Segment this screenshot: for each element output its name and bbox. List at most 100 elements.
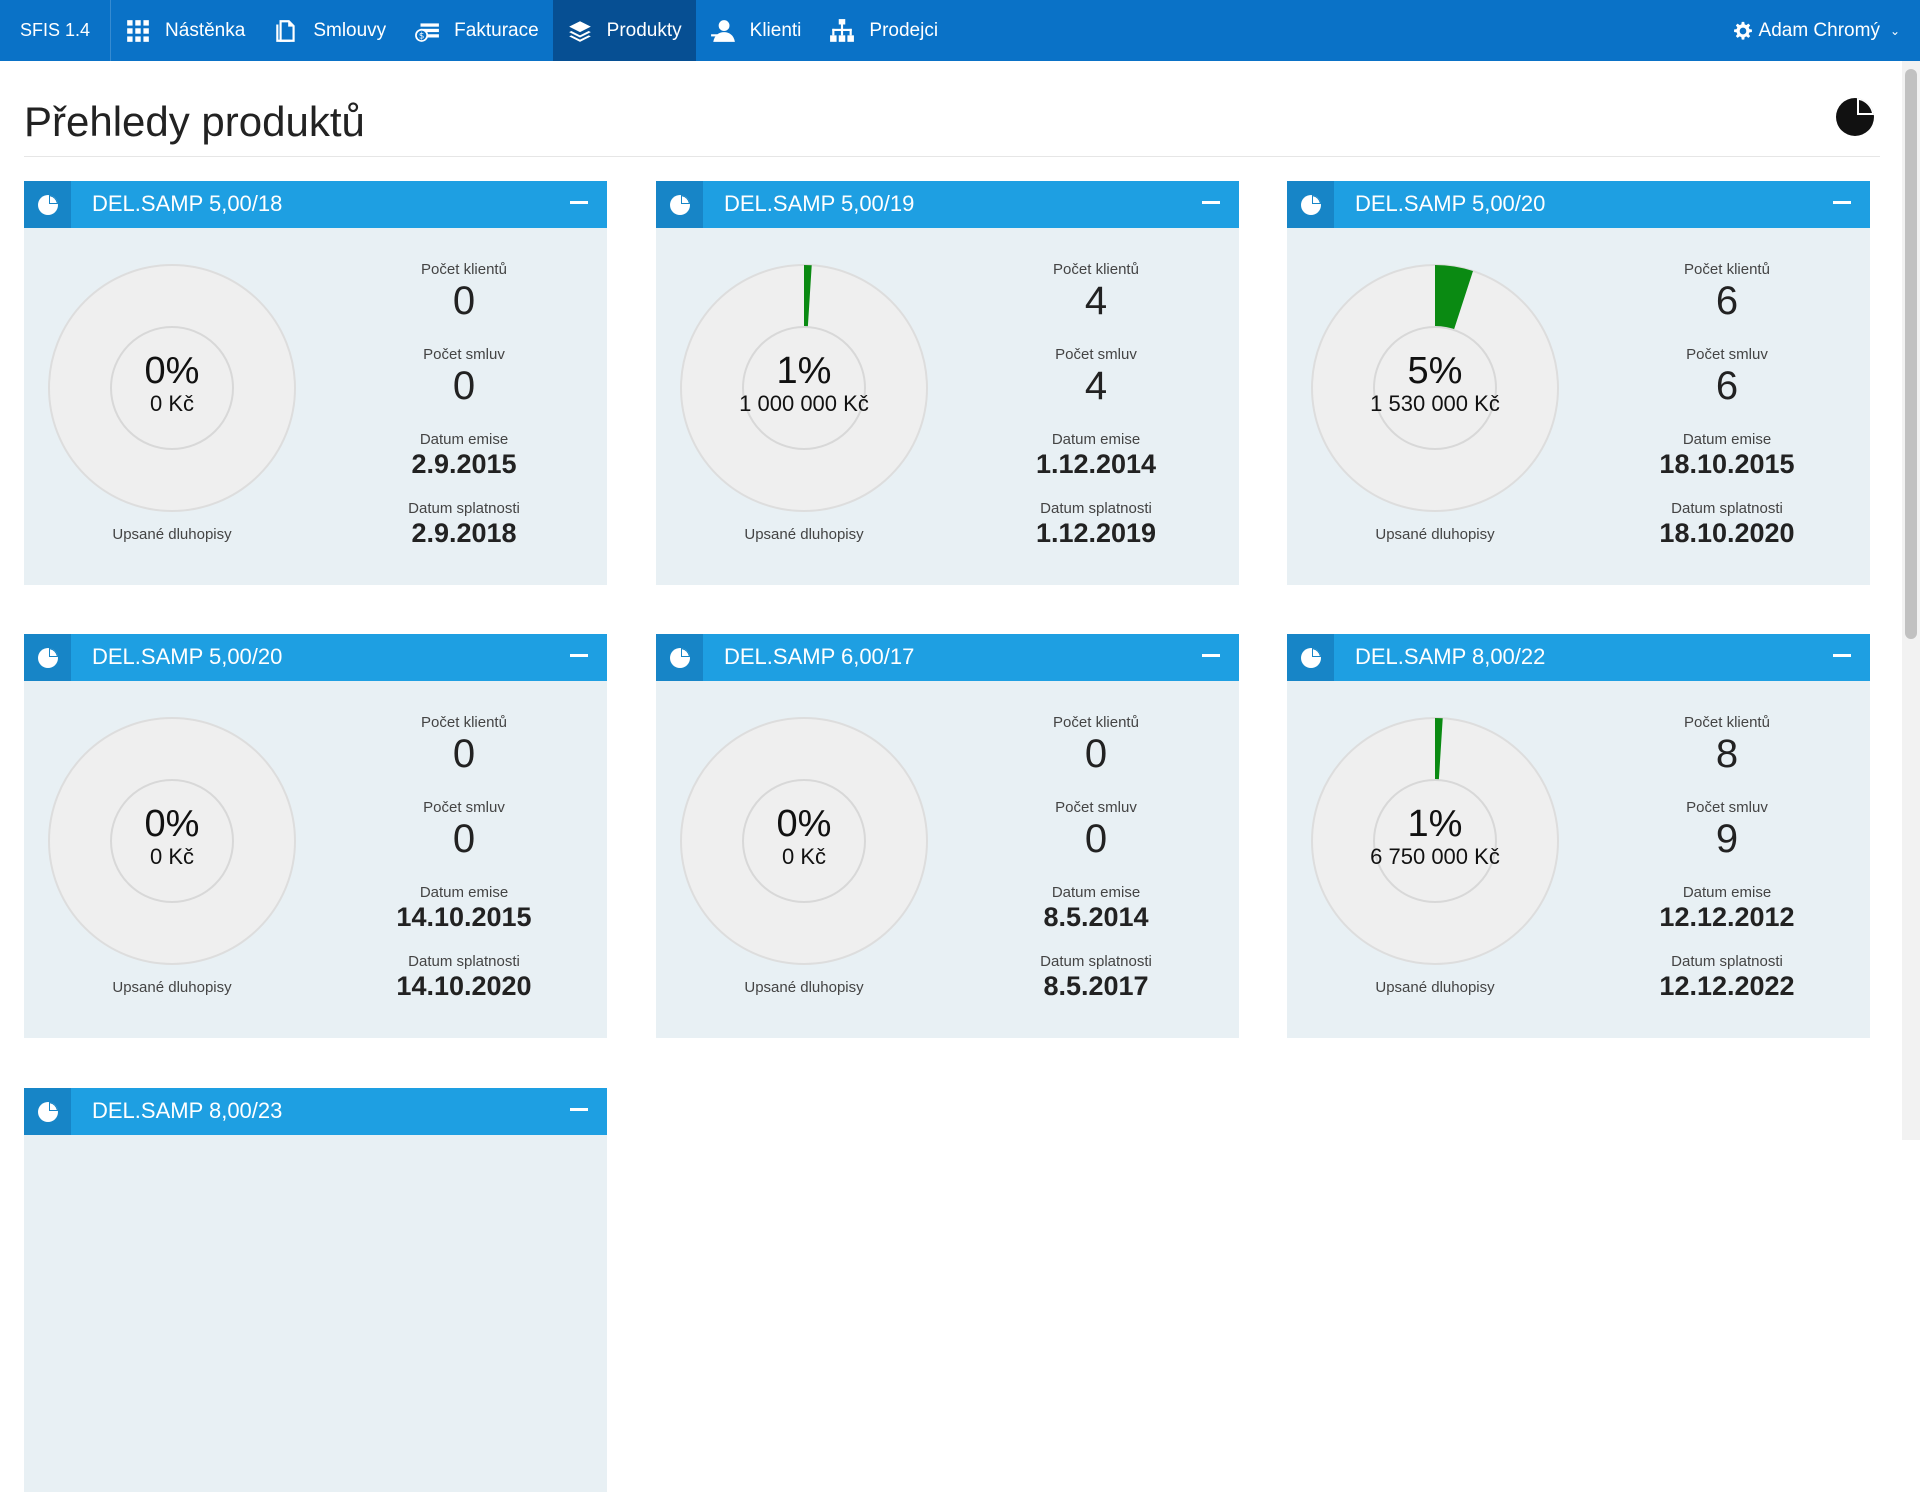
svg-text:$: $ xyxy=(419,31,425,41)
contracts-label: Počet smluv xyxy=(1055,799,1137,816)
product-card-header: DEL.SAMP 5,00/20 xyxy=(24,634,607,681)
nav-item-prodejci[interactable]: Prodejci xyxy=(815,0,952,61)
subscribed-amount: 0 Kč xyxy=(781,844,827,869)
clients-count: 0 xyxy=(452,732,476,776)
pie-chart-icon xyxy=(1287,181,1334,228)
product-stats: Počet klientů 8 Počet smluv 9 Datum emise 12.… xyxy=(1607,714,1847,1022)
org-chart-icon xyxy=(829,18,855,44)
subscribed-amount: 1 000 000 Kč xyxy=(739,391,869,416)
subscribed-percent: 5% xyxy=(1407,350,1463,392)
product-name: DEL.SAMP 5,00/19 xyxy=(724,191,915,216)
pie-chart-icon[interactable] xyxy=(1834,96,1876,138)
nav-item-label: Produkty xyxy=(606,19,682,41)
product-stats: Počet klientů 6 Počet smluv 6 Datum emise 18.… xyxy=(1607,261,1847,569)
nav-item-label: Smlouvy xyxy=(313,19,387,41)
clients-label: Počet klientů xyxy=(1684,261,1770,278)
subscribed-percent: 0% xyxy=(776,803,832,845)
scrollbar-thumb[interactable] xyxy=(1905,69,1917,639)
nav-item-label: Klienti xyxy=(749,19,802,41)
product-stats: Počet klientů 0 Počet smluv 0 Datum emise 14.… xyxy=(344,714,584,1022)
maturity-date-label: Datum splatnosti xyxy=(1040,500,1152,517)
nav-item-label: Nástěnka xyxy=(165,19,246,41)
maturity-date: 18.10.2020 xyxy=(1659,518,1795,548)
donut-caption: Upsané dluhopisy xyxy=(112,979,232,996)
issue-date: 14.10.2015 xyxy=(396,902,532,932)
subscribed-percent: 1% xyxy=(1407,803,1463,845)
donut-caption: Upsané dluhopisy xyxy=(744,526,864,543)
donut-hole xyxy=(1373,779,1497,903)
subscribed-amount: 6 750 000 Kč xyxy=(1370,844,1500,869)
maturity-date: 1.12.2019 xyxy=(1035,518,1157,548)
contracts-count: 9 xyxy=(1715,817,1739,861)
nav-item-label: Fakturace xyxy=(454,19,539,41)
nav-item-klienti[interactable]: Klienti xyxy=(696,0,816,61)
contracts-count: 6 xyxy=(1715,364,1739,408)
contracts-label: Počet smluv xyxy=(1055,346,1137,363)
pie-chart-icon xyxy=(24,634,71,681)
nav-item-nastenka[interactable]: Nástěnka xyxy=(111,0,259,61)
pie-chart-icon xyxy=(24,181,71,228)
collapse-button[interactable] xyxy=(1830,189,1854,213)
subscribed-percent: 0% xyxy=(144,350,200,392)
vertical-scrollbar[interactable] xyxy=(1902,61,1920,1140)
product-card-header: DEL.SAMP 8,00/22 xyxy=(1287,634,1870,681)
product-card: DEL.SAMP 5,00/20 0% 0 Kč Upsané dluhopisy Po… xyxy=(24,634,607,1038)
subscribed-amount: 0 Kč xyxy=(149,391,195,416)
subscription-donut xyxy=(48,264,296,512)
subscription-donut xyxy=(1311,264,1559,512)
nav-item-fakturace[interactable]: $ Fakturace xyxy=(400,0,552,61)
collapse-button[interactable] xyxy=(1199,642,1223,666)
product-stats: Počet klientů 0 Počet smluv 0 Datum emise 8.5… xyxy=(976,714,1216,1022)
product-card-header: DEL.SAMP 5,00/19 xyxy=(656,181,1239,228)
donut-caption: Upsané dluhopisy xyxy=(112,526,232,543)
contracts-count: 4 xyxy=(1084,364,1108,408)
chevron-down-icon: ⌄ xyxy=(1889,23,1900,38)
clients-count: 8 xyxy=(1715,732,1739,776)
collapse-button[interactable] xyxy=(1830,642,1854,666)
issue-date: 2.9.2015 xyxy=(411,449,517,479)
maturity-date: 2.9.2018 xyxy=(411,518,517,548)
subscribed-amount: 1 530 000 Kč xyxy=(1370,391,1500,416)
donut-center: 0% 0 Kč xyxy=(680,804,928,870)
user-name: Adam Chromý xyxy=(1758,19,1880,41)
maturity-date-label: Datum splatnosti xyxy=(1671,953,1783,970)
clients-label: Počet klientů xyxy=(421,261,507,278)
product-card-header: DEL.SAMP 6,00/17 xyxy=(656,634,1239,681)
donut-center: 1% 6 750 000 Kč xyxy=(1311,804,1559,870)
contracts-count: 0 xyxy=(452,817,476,861)
donut-center: 0% 0 Kč xyxy=(48,351,296,417)
issue-date-label: Datum emise xyxy=(1051,884,1141,901)
clients-label: Počet klientů xyxy=(1053,261,1139,278)
app-brand[interactable]: SFIS 1.4 xyxy=(0,0,112,61)
money-icon: $ xyxy=(414,18,440,44)
title-divider xyxy=(24,156,1880,157)
nav-item-label: Prodejci xyxy=(869,19,939,41)
collapse-button[interactable] xyxy=(567,1096,591,1120)
clients-label: Počet klientů xyxy=(1684,714,1770,731)
user-icon xyxy=(710,18,736,44)
contracts-label: Počet smluv xyxy=(423,799,505,816)
product-name: DEL.SAMP 5,00/20 xyxy=(92,644,283,669)
donut-hole xyxy=(742,326,866,450)
issue-date: 12.12.2012 xyxy=(1659,902,1795,932)
issue-date: 8.5.2014 xyxy=(1043,902,1149,932)
collapse-button[interactable] xyxy=(1199,189,1223,213)
subscription-donut xyxy=(680,264,928,512)
collapse-button[interactable] xyxy=(567,189,591,213)
nav-item-smlouvy[interactable]: Smlouvy xyxy=(259,0,400,61)
contracts-label: Počet smluv xyxy=(1686,346,1768,363)
donut-center: 5% 1 530 000 Kč xyxy=(1311,351,1559,417)
product-card-header: DEL.SAMP 8,00/23 xyxy=(24,1088,607,1135)
issue-date-label: Datum emise xyxy=(419,884,509,901)
issue-date: 1.12.2014 xyxy=(1035,449,1157,479)
maturity-date: 14.10.2020 xyxy=(396,971,532,1001)
maturity-date-label: Datum splatnosti xyxy=(408,953,520,970)
nav-item-produkty[interactable]: Produkty xyxy=(552,0,696,61)
collapse-button[interactable] xyxy=(567,642,591,666)
product-card: DEL.SAMP 8,00/22 1% 6 750 000 Kč Upsané dlu… xyxy=(1287,634,1870,1038)
user-menu[interactable]: Adam Chromý ⌄ xyxy=(1733,0,1900,61)
product-card: DEL.SAMP 5,00/20 5% 1 530 000 Kč Upsané dlu… xyxy=(1287,181,1870,585)
product-name: DEL.SAMP 8,00/22 xyxy=(1355,644,1546,669)
maturity-date-label: Datum splatnosti xyxy=(408,500,520,517)
maturity-date: 12.12.2022 xyxy=(1659,971,1795,1001)
